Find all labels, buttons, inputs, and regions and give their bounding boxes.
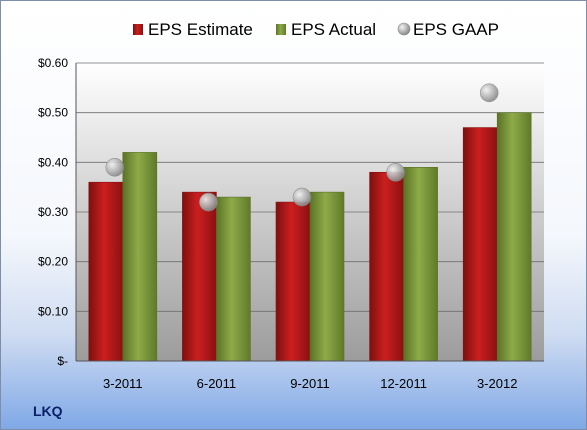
eps-actual-bar — [496, 112, 532, 362]
eps-actual-bar — [309, 191, 345, 362]
legend-estimate-swatch — [133, 24, 143, 35]
y-tick-label: $0.60 — [38, 56, 68, 70]
eps-estimate-bar — [369, 171, 404, 362]
legend-actual-label: EPS Actual — [291, 20, 376, 39]
legend-gaap-swatch — [397, 22, 411, 36]
eps-actual-bar — [403, 167, 438, 362]
legend-gaap-label: EPS GAAP — [413, 20, 499, 39]
eps-gaap-marker — [479, 83, 499, 103]
eps-estimate-bar — [462, 127, 498, 362]
company-ticker: LKQ — [33, 403, 63, 419]
x-tick-label: 3-2012 — [477, 376, 517, 391]
eps-gaap-marker — [386, 162, 405, 182]
y-tick-label: $0.10 — [38, 304, 68, 318]
y-tick-label: $0.50 — [38, 106, 68, 120]
x-tick-label: 6-2011 — [197, 376, 237, 391]
eps-estimate-bar — [182, 191, 217, 362]
legend-estimate-label: EPS Estimate — [148, 20, 253, 39]
x-tick-label: 12-2011 — [380, 376, 427, 391]
eps-gaap-marker — [105, 158, 125, 177]
x-tick-label: 3-2011 — [103, 376, 143, 391]
eps-actual-bar — [122, 152, 158, 362]
eps-gaap-marker — [199, 192, 218, 212]
y-tick-label: $0.30 — [38, 205, 68, 219]
eps-estimate-bar — [275, 201, 311, 362]
legend-actual-swatch — [276, 24, 286, 35]
x-tick-label: 9-2011 — [290, 376, 330, 391]
y-tick-label: $0.40 — [38, 155, 68, 169]
eps-actual-bar — [216, 196, 251, 362]
y-tick-label: $0.20 — [38, 255, 68, 269]
eps-gaap-marker — [292, 187, 312, 207]
y-tick-label: $- — [57, 354, 68, 368]
eps-estimate-bar — [88, 181, 124, 362]
